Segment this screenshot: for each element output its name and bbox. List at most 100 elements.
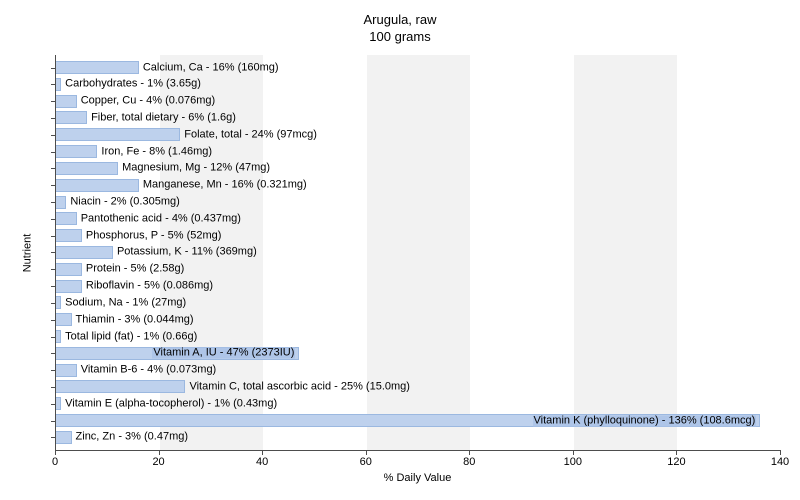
bar-row: Copper, Cu - 4% (0.076mg) (56, 95, 781, 108)
y-tick (51, 219, 55, 220)
y-tick (51, 337, 55, 338)
bar (56, 145, 97, 158)
bar-label: Total lipid (fat) - 1% (0.66g) (65, 331, 197, 342)
x-tick-label: 120 (667, 456, 685, 468)
x-tick-mark (262, 450, 263, 455)
x-tick-mark (55, 450, 56, 455)
chart-subtitle: 100 grams (0, 29, 800, 44)
x-tick-mark (780, 450, 781, 455)
bar-row: Vitamin B-6 - 4% (0.073mg) (56, 364, 781, 377)
y-tick (51, 404, 55, 405)
x-tick-label: 20 (152, 456, 164, 468)
x-tick-mark (676, 450, 677, 455)
y-tick (51, 421, 55, 422)
plot-area: Calcium, Ca - 16% (160mg) Carbohydrates -… (55, 55, 781, 451)
bar (56, 229, 82, 242)
bar (56, 364, 77, 377)
bar-row: Niacin - 2% (0.305mg) (56, 196, 781, 209)
bar (56, 246, 113, 259)
bar (56, 111, 87, 124)
bar-label: Zinc, Zn - 3% (0.47mg) (76, 432, 188, 443)
bar-row: Vitamin C, total ascorbic acid - 25% (15… (56, 380, 781, 393)
bar-row: Riboflavin - 5% (0.086mg) (56, 280, 781, 293)
y-tick (51, 118, 55, 119)
bar-label: Niacin - 2% (0.305mg) (70, 197, 179, 208)
bar-row: Pantothenic acid - 4% (0.437mg) (56, 212, 781, 225)
bar-label: Copper, Cu - 4% (0.076mg) (81, 96, 216, 107)
bar-label: Vitamin A, IU - 47% (2373IU) (152, 348, 295, 359)
y-tick (51, 286, 55, 287)
bar (56, 280, 82, 293)
bar (56, 212, 77, 225)
x-tick-mark (366, 450, 367, 455)
bar (56, 380, 185, 393)
bar-row: Iron, Fe - 8% (1.46mg) (56, 145, 781, 158)
bar (56, 179, 139, 192)
bar-label: Iron, Fe - 8% (1.46mg) (101, 146, 212, 157)
bar-label: Riboflavin - 5% (0.086mg) (86, 281, 213, 292)
bar (56, 61, 139, 74)
chart-container: Arugula, raw 100 grams Calcium, Ca - 16%… (0, 0, 800, 500)
bar-row: Fiber, total dietary - 6% (1.6g) (56, 111, 781, 124)
bar-row: Potassium, K - 11% (369mg) (56, 246, 781, 259)
bar-row: Calcium, Ca - 16% (160mg) (56, 61, 781, 74)
y-tick (51, 269, 55, 270)
bar (56, 397, 61, 410)
bar-label: Potassium, K - 11% (369mg) (117, 247, 257, 258)
bar (56, 78, 61, 91)
y-tick (51, 252, 55, 253)
y-tick (51, 84, 55, 85)
bar (56, 330, 61, 343)
bar-row: Magnesium, Mg - 12% (47mg) (56, 162, 781, 175)
y-tick (51, 101, 55, 102)
bar-label: Folate, total - 24% (97mcg) (184, 129, 317, 140)
bar-row: Vitamin K (phylloquinone) - 136% (108.6m… (56, 414, 781, 427)
y-tick (51, 152, 55, 153)
bar-label: Calcium, Ca - 16% (160mg) (143, 62, 279, 73)
bar-row: Folate, total - 24% (97mcg) (56, 128, 781, 141)
y-tick (51, 168, 55, 169)
bar-label: Vitamin K (phylloquinone) - 136% (108.6m… (533, 415, 757, 426)
x-tick-mark (469, 450, 470, 455)
bar (56, 296, 61, 309)
chart-title: Arugula, raw (0, 12, 800, 27)
y-tick (51, 135, 55, 136)
y-tick (51, 202, 55, 203)
bar-row: Sodium, Na - 1% (27mg) (56, 296, 781, 309)
bar-row: Zinc, Zn - 3% (0.47mg) (56, 431, 781, 444)
y-axis-label: Nutrient (21, 233, 33, 272)
bar-label: Thiamin - 3% (0.044mg) (76, 314, 194, 325)
bar-row: Phosphorus, P - 5% (52mg) (56, 229, 781, 242)
y-tick (51, 68, 55, 69)
bar-label: Sodium, Na - 1% (27mg) (65, 297, 186, 308)
y-tick (51, 353, 55, 354)
bar-label: Carbohydrates - 1% (3.65g) (65, 79, 201, 90)
bar-row: Carbohydrates - 1% (3.65g) (56, 78, 781, 91)
x-tick-mark (573, 450, 574, 455)
bars-group: Calcium, Ca - 16% (160mg) Carbohydrates -… (56, 55, 781, 450)
bar-row: Thiamin - 3% (0.044mg) (56, 313, 781, 326)
y-tick (51, 320, 55, 321)
y-tick (51, 236, 55, 237)
y-tick (51, 185, 55, 186)
bar-row: Protein - 5% (2.58g) (56, 263, 781, 276)
y-tick (51, 437, 55, 438)
bar (56, 128, 180, 141)
bar-row: Vitamin E (alpha-tocopherol) - 1% (0.43m… (56, 397, 781, 410)
bar (56, 263, 82, 276)
x-tick-label: 60 (360, 456, 372, 468)
bar (56, 196, 66, 209)
bar-label: Magnesium, Mg - 12% (47mg) (122, 163, 270, 174)
bar (56, 313, 72, 326)
bar-label: Vitamin C, total ascorbic acid - 25% (15… (189, 381, 410, 392)
x-tick-label: 40 (256, 456, 268, 468)
x-tick-mark (159, 450, 160, 455)
bar-label: Manganese, Mn - 16% (0.321mg) (143, 180, 307, 191)
bar-label: Pantothenic acid - 4% (0.437mg) (81, 213, 241, 224)
x-tick-label: 100 (564, 456, 582, 468)
x-tick-label: 0 (52, 456, 58, 468)
bar (56, 431, 72, 444)
bar-label: Vitamin B-6 - 4% (0.073mg) (81, 365, 217, 376)
bar-label: Fiber, total dietary - 6% (1.6g) (91, 112, 236, 123)
bar-label: Phosphorus, P - 5% (52mg) (86, 230, 222, 241)
